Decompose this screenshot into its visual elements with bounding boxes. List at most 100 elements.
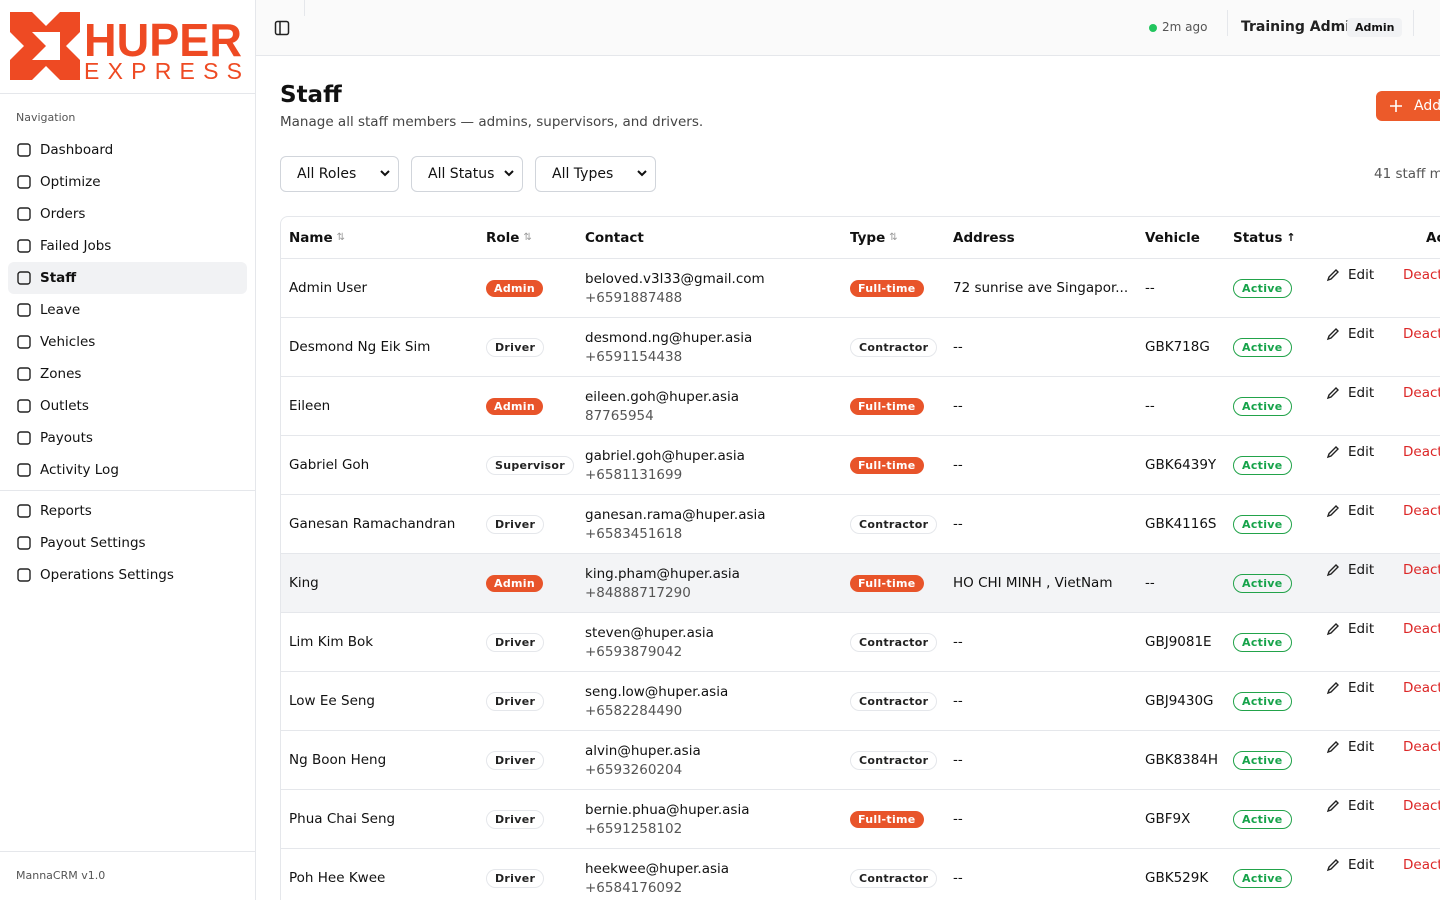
deactivate-button[interactable]: Deactivate [1403,259,1440,291]
column-header[interactable]: Contact [585,217,644,258]
deactivate-button[interactable]: Deactivate [1403,318,1440,350]
nav-label: Orders [40,206,86,222]
logo-arrow [32,32,60,60]
name-cell: Lim Kim Bok [289,613,373,671]
nav-item[interactable]: Orders [8,198,247,230]
nav-item[interactable]: Dashboard [8,134,247,166]
sidebar: HUPER EXPRESS Navigation Dashboard Optimi… [0,0,256,900]
address: -- [953,752,963,768]
email: beloved.v3l33@gmail.com [585,270,765,287]
filter-select[interactable]: All Types [535,156,656,192]
role-badge: Supervisor [486,455,574,475]
nav-item[interactable]: Leave [8,294,247,326]
table-row: Desmond Ng Eik Sim Driver desmond.ng@huper… [281,317,1440,376]
nav-item[interactable]: Payout Settings [8,527,247,559]
deactivate-button[interactable]: Deactivate [1403,554,1440,586]
vehicle-cell: GBK529K [1145,849,1208,900]
deactivate-label: Deactivate [1403,856,1440,873]
nav-item[interactable]: Operations Settings [8,559,247,591]
column-header[interactable]: Name ⇅ [289,229,346,246]
role-badge: Driver [486,868,545,888]
staff-table: Name ⇅ Role ⇅ Contact Type ⇅ Address Vehicle Stat… [280,216,1440,900]
deactivate-button[interactable]: Deactivate [1403,672,1440,704]
email: bernie.phua@huper.asia [585,801,750,818]
add-button[interactable]: Add Staff [1376,91,1440,121]
nav-label: Activity Log [40,462,119,478]
edit-button[interactable]: Edit [1326,495,1374,527]
filter-select[interactable]: All Roles [280,156,399,192]
separator [304,0,305,16]
edit-button[interactable]: Edit [1326,731,1374,763]
logo-mark [10,12,80,80]
edit-button[interactable]: Edit [1326,554,1374,586]
role-badge: Driver [486,809,545,829]
filter-select[interactable]: All Status [411,156,523,192]
nav-item[interactable]: Zones [8,358,247,390]
status-cell: Active [1233,436,1292,494]
header-row: Name ⇅ Role ⇅ Contact Type ⇅ Address Vehicle Stat… [281,217,1440,258]
address: -- [953,870,963,886]
email: eileen.goh@huper.asia [585,388,740,405]
vehicle-cell: -- [1145,377,1155,435]
contact-cell: eileen.goh@huper.asia 87765954 [585,377,739,435]
user-name[interactable]: Training Admin [1241,19,1360,35]
edit-button[interactable]: Edit [1326,259,1374,291]
type-cell: Contractor [850,731,938,789]
column-header: Actions [1426,217,1440,258]
page-title: Staff [280,82,342,108]
column-header[interactable]: Address [953,217,1015,258]
phone: +6583451618 [585,525,683,542]
nav-item[interactable]: Activity Log [8,454,247,486]
nav-item[interactable]: Outlets [8,390,247,422]
deactivate-button[interactable]: Deactivate [1403,849,1440,881]
address-cell: -- [953,672,963,730]
edit-button[interactable]: Edit [1326,318,1374,350]
nav-item[interactable]: Staff [8,262,247,294]
table-row: Low Ee Seng Driver seng.low@huper.asia +658… [281,671,1440,730]
column-header[interactable]: Type ⇅ [850,229,898,246]
address-cell: -- [953,731,963,789]
deactivate-button[interactable]: Deactivate [1403,613,1440,645]
name-cell: Ganesan Ramachandran [289,495,455,553]
status-badge: Active [1233,632,1292,652]
edit-button[interactable]: Edit [1326,849,1374,881]
address-cell: -- [953,849,963,900]
nav-item[interactable]: Failed Jobs [8,230,247,262]
deactivate-button[interactable]: Deactivate [1403,436,1440,468]
type-cell: Full-time [850,436,924,494]
column-header[interactable]: Vehicle [1145,217,1200,258]
nav-item[interactable]: Vehicles [8,326,247,358]
user-role: Admin [1347,18,1403,37]
phone: +84888717290 [585,584,691,601]
status-badge: Active [1233,750,1292,770]
nav-item[interactable]: Payouts [8,422,247,454]
filter-label: All Status [428,166,495,182]
column-header[interactable]: Status ↑ [1233,229,1296,246]
type-badge: Full-time [850,574,924,592]
edit-button[interactable]: Edit [1326,613,1374,645]
separator [1413,10,1414,36]
name-cell: Admin User [289,259,367,317]
nav-item[interactable]: Reports [8,495,247,527]
sidebar-toggle[interactable] [274,20,290,36]
header-label: Status [1233,229,1283,246]
nav-item[interactable]: Optimize [8,166,247,198]
column-header[interactable]: Role ⇅ [486,229,532,246]
deactivate-button[interactable]: Deactivate [1403,790,1440,822]
edit-button[interactable]: Edit [1326,672,1374,704]
nav-label: Operations Settings [40,567,174,583]
deactivate-button[interactable]: Deactivate [1403,377,1440,409]
edit-button[interactable]: Edit [1326,790,1374,822]
deactivate-button[interactable]: Deactivate [1403,495,1440,527]
contact-cell: gabriel.goh@huper.asia +6581131699 [585,436,745,494]
edit-button[interactable]: Edit [1326,377,1374,409]
nav-label: Dashboard [40,142,114,158]
filter-label: All Roles [297,166,357,182]
type-cell: Full-time [850,259,924,317]
address: -- [953,516,963,532]
edit-button[interactable]: Edit [1326,436,1374,468]
role-cell: Supervisor [486,436,574,494]
status-badge: Active [1233,573,1292,593]
deactivate-button[interactable]: Deactivate [1403,731,1440,763]
name-cell: Desmond Ng Eik Sim [289,318,430,376]
